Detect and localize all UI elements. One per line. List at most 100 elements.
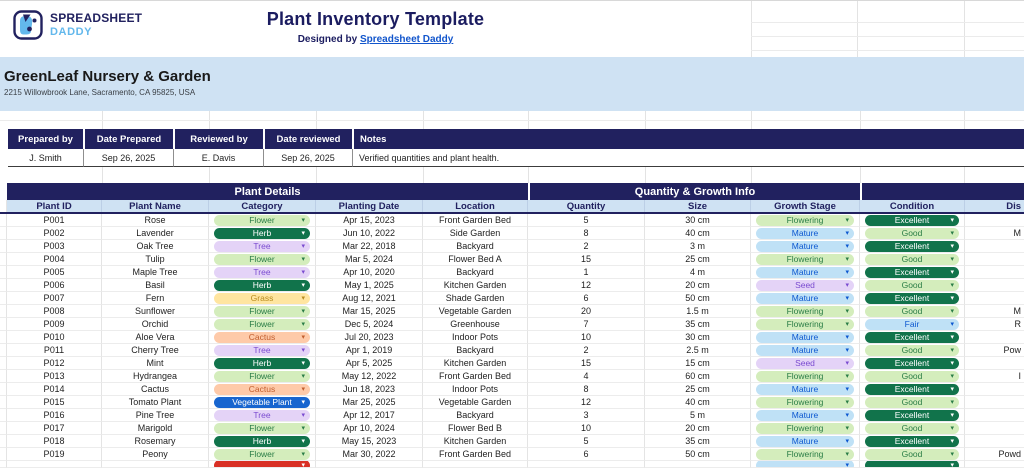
category-select[interactable]: Cactus ▾: [214, 332, 310, 343]
location-cell[interactable]: Shade Garden: [423, 292, 528, 305]
plant-name-cell[interactable]: Basil: [102, 279, 209, 292]
plant-id-cell[interactable]: P017: [7, 422, 102, 435]
quantity-cell[interactable]: 12: [528, 279, 645, 292]
category-select[interactable]: Tree ▾: [214, 267, 310, 278]
reviewed-by-cell[interactable]: E. Davis: [173, 149, 263, 167]
quantity-cell[interactable]: 6: [528, 448, 645, 461]
quantity-cell[interactable]: 10: [528, 422, 645, 435]
category-select[interactable]: Tree ▾: [214, 410, 310, 421]
growth-stage-select[interactable]: Seed ▾: [756, 358, 854, 369]
quantity-cell[interactable]: 8: [528, 383, 645, 396]
plant-id-cell[interactable]: P011: [7, 344, 102, 357]
planting-date-cell[interactable]: Aug 12, 2021: [316, 292, 423, 305]
plant-name-cell[interactable]: Hydrangea: [102, 370, 209, 383]
growth-stage-select[interactable]: Mature ▾: [756, 293, 854, 304]
growth-stage-select[interactable]: Seed ▾: [756, 280, 854, 291]
plant-id-cell[interactable]: P007: [7, 292, 102, 305]
condition-select[interactable]: Excellent ▾: [865, 267, 959, 278]
planting-date-cell[interactable]: Mar 15, 2025: [316, 305, 423, 318]
plant-id-cell[interactable]: P016: [7, 409, 102, 422]
condition-select[interactable]: Excellent ▾: [865, 293, 959, 304]
growth-stage-select[interactable]: Mature ▾: [756, 345, 854, 356]
plant-id-cell[interactable]: P019: [7, 448, 102, 461]
size-cell[interactable]: 35 cm: [645, 435, 751, 448]
size-cell[interactable]: 40 cm: [645, 227, 751, 240]
condition-select[interactable]: Good ▾: [865, 449, 959, 460]
planting-date-cell[interactable]: Jun 10, 2022: [316, 227, 423, 240]
quantity-cell[interactable]: 6: [528, 292, 645, 305]
planting-date-cell[interactable]: Apr 10, 2024: [316, 422, 423, 435]
growth-stage-select[interactable]: Mature ▾: [756, 267, 854, 278]
planting-date-cell[interactable]: Dec 5, 2024: [316, 318, 423, 331]
plant-id-cell[interactable]: P010: [7, 331, 102, 344]
disease-cell[interactable]: [965, 240, 1024, 253]
quantity-cell[interactable]: 3: [528, 409, 645, 422]
size-cell[interactable]: 15 cm: [645, 357, 751, 370]
plant-name-cell[interactable]: Tulip: [102, 253, 209, 266]
location-cell[interactable]: Front Garden Bed: [423, 214, 528, 227]
condition-select[interactable]: Good ▾: [865, 228, 959, 239]
size-cell[interactable]: 4 m: [645, 266, 751, 279]
growth-stage-select[interactable]: Mature ▾: [756, 410, 854, 421]
disease-cell[interactable]: [965, 214, 1024, 227]
disease-cell[interactable]: [965, 409, 1024, 422]
disease-cell[interactable]: [965, 266, 1024, 279]
disease-cell[interactable]: [965, 396, 1024, 409]
location-cell[interactable]: Front Garden Bed: [423, 370, 528, 383]
growth-stage-select[interactable]: Flowering ▾: [756, 397, 854, 408]
size-cell[interactable]: 50 cm: [645, 292, 751, 305]
plant-name-cell[interactable]: Rosemary: [102, 435, 209, 448]
planting-date-cell[interactable]: Mar 5, 2024: [316, 253, 423, 266]
plant-id-cell[interactable]: P003: [7, 240, 102, 253]
size-cell[interactable]: 40 cm: [645, 396, 751, 409]
category-select[interactable]: ▾: [214, 461, 310, 467]
plant-id-cell[interactable]: P008: [7, 305, 102, 318]
location-cell[interactable]: Indoor Pots: [423, 383, 528, 396]
plant-name-cell[interactable]: Fern: [102, 292, 209, 305]
category-select[interactable]: Herb ▾: [214, 228, 310, 239]
growth-stage-select[interactable]: Mature ▾: [756, 384, 854, 395]
plant-id-cell[interactable]: P006: [7, 279, 102, 292]
prepared-by-cell[interactable]: J. Smith: [8, 149, 83, 167]
size-cell[interactable]: 5 m: [645, 409, 751, 422]
plant-name-cell[interactable]: Tomato Plant: [102, 396, 209, 409]
location-cell[interactable]: Backyard: [423, 266, 528, 279]
condition-select[interactable]: Excellent ▾: [865, 241, 959, 252]
disease-cell[interactable]: [965, 253, 1024, 266]
plant-id-cell[interactable]: P004: [7, 253, 102, 266]
size-cell[interactable]: 20 cm: [645, 279, 751, 292]
plant-id-cell[interactable]: P014: [7, 383, 102, 396]
size-cell[interactable]: 2.5 m: [645, 344, 751, 357]
condition-select[interactable]: Excellent ▾: [865, 410, 959, 421]
growth-stage-select[interactable]: Flowering ▾: [756, 215, 854, 226]
location-cell[interactable]: Flower Bed B: [423, 422, 528, 435]
disease-cell[interactable]: [965, 292, 1024, 305]
plant-id-cell[interactable]: P009: [7, 318, 102, 331]
size-cell[interactable]: 25 cm: [645, 383, 751, 396]
plant-id-cell[interactable]: P002: [7, 227, 102, 240]
category-select[interactable]: Flower ▾: [214, 254, 310, 265]
quantity-cell[interactable]: 8: [528, 227, 645, 240]
planting-date-cell[interactable]: Mar 30, 2022: [316, 448, 423, 461]
growth-stage-select[interactable]: Flowering ▾: [756, 449, 854, 460]
plant-name-cell[interactable]: Lavender: [102, 227, 209, 240]
condition-select[interactable]: Excellent ▾: [865, 436, 959, 447]
growth-stage-select[interactable]: Flowering ▾: [756, 306, 854, 317]
size-cell[interactable]: 1.5 m: [645, 305, 751, 318]
plant-name-cell[interactable]: Sunflower: [102, 305, 209, 318]
category-select[interactable]: Herb ▾: [214, 358, 310, 369]
category-select[interactable]: Cactus ▾: [214, 384, 310, 395]
category-select[interactable]: Flower ▾: [214, 306, 310, 317]
location-cell[interactable]: Flower Bed A: [423, 253, 528, 266]
location-cell[interactable]: Front Garden Bed: [423, 448, 528, 461]
condition-select[interactable]: Good ▾: [865, 280, 959, 291]
condition-select[interactable]: Good ▾: [865, 306, 959, 317]
size-cell[interactable]: 30 cm: [645, 331, 751, 344]
plant-id-cell[interactable]: P012: [7, 357, 102, 370]
growth-stage-select[interactable]: ▾: [756, 461, 854, 467]
growth-stage-select[interactable]: Flowering ▾: [756, 371, 854, 382]
condition-select[interactable]: Good ▾: [865, 371, 959, 382]
growth-stage-select[interactable]: Flowering ▾: [756, 423, 854, 434]
plant-id-cell[interactable]: P001: [7, 214, 102, 227]
quantity-cell[interactable]: 2: [528, 240, 645, 253]
